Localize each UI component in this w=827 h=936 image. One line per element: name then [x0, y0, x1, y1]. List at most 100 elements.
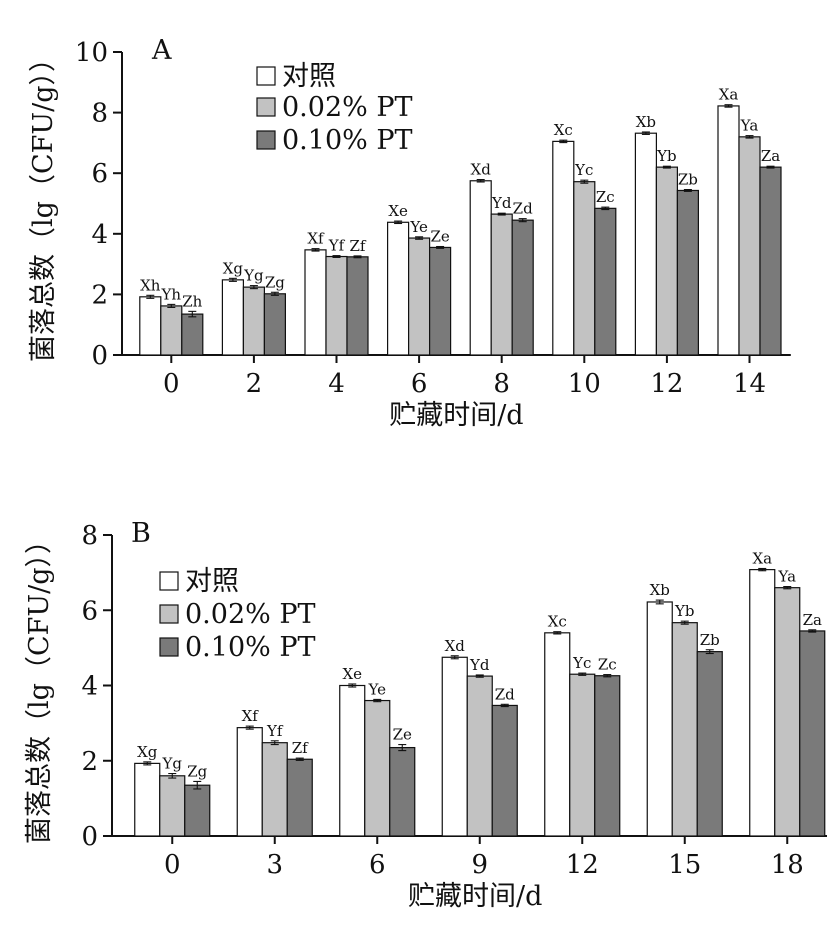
y-tick-label: 4 — [91, 220, 108, 250]
significance-letter: Za — [803, 611, 822, 629]
x-tick-label: 6 — [411, 369, 428, 399]
bar — [469, 180, 492, 356]
bar — [304, 249, 327, 356]
legend-swatch — [159, 604, 179, 624]
significance-letter: Yf — [328, 237, 346, 255]
significance-letter: Yc — [572, 654, 591, 672]
legend-swatch — [256, 97, 276, 117]
significance-letter: Ye — [409, 218, 428, 236]
bar — [346, 256, 369, 356]
bar — [339, 684, 366, 837]
bar — [325, 255, 348, 356]
bar — [759, 166, 782, 356]
bar — [511, 219, 534, 356]
significance-letter: Xe — [388, 202, 408, 220]
bar — [441, 656, 468, 837]
significance-letter: Xc — [548, 613, 567, 631]
bar — [466, 675, 493, 837]
bar — [408, 237, 431, 356]
significance-letter: Xb — [650, 581, 670, 599]
y-tick-label: 4 — [81, 672, 98, 702]
significance-letter: Xg — [137, 743, 158, 761]
y-tick-label: 2 — [91, 280, 108, 310]
x-tick-label: 4 — [328, 369, 345, 399]
y-tick-label: 2 — [81, 747, 98, 777]
significance-letter: Xa — [752, 549, 772, 567]
y-tick-label: 8 — [81, 521, 98, 551]
x-tick-label: 15 — [668, 850, 701, 880]
bar — [160, 305, 183, 356]
panel-label: B — [131, 518, 151, 549]
legend-swatch — [159, 637, 179, 657]
x-axis-label: 贮藏时间/d — [389, 400, 523, 431]
bar — [139, 296, 162, 356]
bar — [717, 105, 740, 356]
bar — [594, 675, 621, 837]
bar — [569, 673, 596, 837]
y-tick-label: 0 — [81, 822, 98, 852]
bar — [544, 632, 571, 837]
significance-letter: Ya — [777, 568, 796, 586]
bar — [774, 587, 801, 837]
significance-letter: Zb — [700, 631, 720, 649]
significance-letter: Yf — [266, 722, 284, 740]
significance-letter: Ya — [740, 117, 759, 135]
significance-letter: Yb — [674, 602, 695, 620]
x-tick-label: 18 — [771, 850, 804, 880]
x-tick-label: 0 — [164, 850, 181, 880]
x-tick-label: 14 — [733, 369, 766, 399]
bar — [676, 189, 700, 356]
significance-letter: Yc — [574, 161, 593, 179]
significance-letter: Xf — [242, 707, 260, 725]
significance-letter: Ye — [368, 680, 387, 698]
x-tick-label: 8 — [493, 369, 510, 399]
significance-letter: Zg — [265, 273, 285, 291]
significance-letter: Xb — [636, 113, 656, 131]
significance-letter: Xc — [554, 121, 573, 139]
x-tick-label: 10 — [568, 369, 601, 399]
significance-letter: Zc — [598, 656, 617, 674]
x-tick-label: 12 — [650, 369, 683, 399]
bar — [181, 313, 204, 356]
x-tick-label: 12 — [566, 850, 599, 880]
y-axis-label: 菌落总数（lg（CFU/g）） — [28, 45, 59, 362]
bar — [594, 207, 617, 356]
bar — [389, 746, 416, 837]
bar — [364, 699, 391, 837]
bar — [286, 758, 313, 837]
legend-entry: 0.02% PT — [185, 599, 316, 630]
significance-letter: Xh — [140, 276, 161, 294]
legend-entry: 0.02% PT — [282, 92, 413, 123]
significance-letter: Zd — [513, 200, 533, 218]
significance-letter: Yh — [161, 285, 182, 303]
y-tick-label: 10 — [75, 38, 108, 68]
bar — [261, 742, 288, 837]
legend-entry: 对照 — [282, 61, 336, 92]
x-tick-label: 3 — [266, 850, 283, 880]
significance-letter: Za — [761, 147, 780, 165]
legend-swatch — [256, 130, 276, 150]
significance-letter: Yd — [491, 194, 512, 212]
significance-letter: Zh — [182, 292, 202, 310]
bar — [634, 132, 658, 356]
significance-letter: Xd — [471, 161, 492, 179]
significance-letter: Yb — [656, 147, 677, 165]
y-tick-label: 6 — [91, 159, 108, 189]
bar — [159, 775, 186, 837]
significance-letter: Xg — [223, 259, 244, 277]
significance-letter: Yg — [161, 755, 182, 773]
bar — [263, 293, 286, 356]
significance-letter: Zg — [187, 762, 207, 780]
bar — [236, 727, 263, 837]
bar — [184, 784, 211, 837]
significance-letter: Zc — [596, 188, 615, 206]
significance-letter: Zf — [350, 237, 367, 255]
significance-letter: Xf — [307, 230, 325, 248]
bar — [429, 246, 452, 356]
bar — [671, 622, 698, 837]
bar — [749, 569, 776, 837]
significance-letter: Zf — [292, 739, 309, 757]
